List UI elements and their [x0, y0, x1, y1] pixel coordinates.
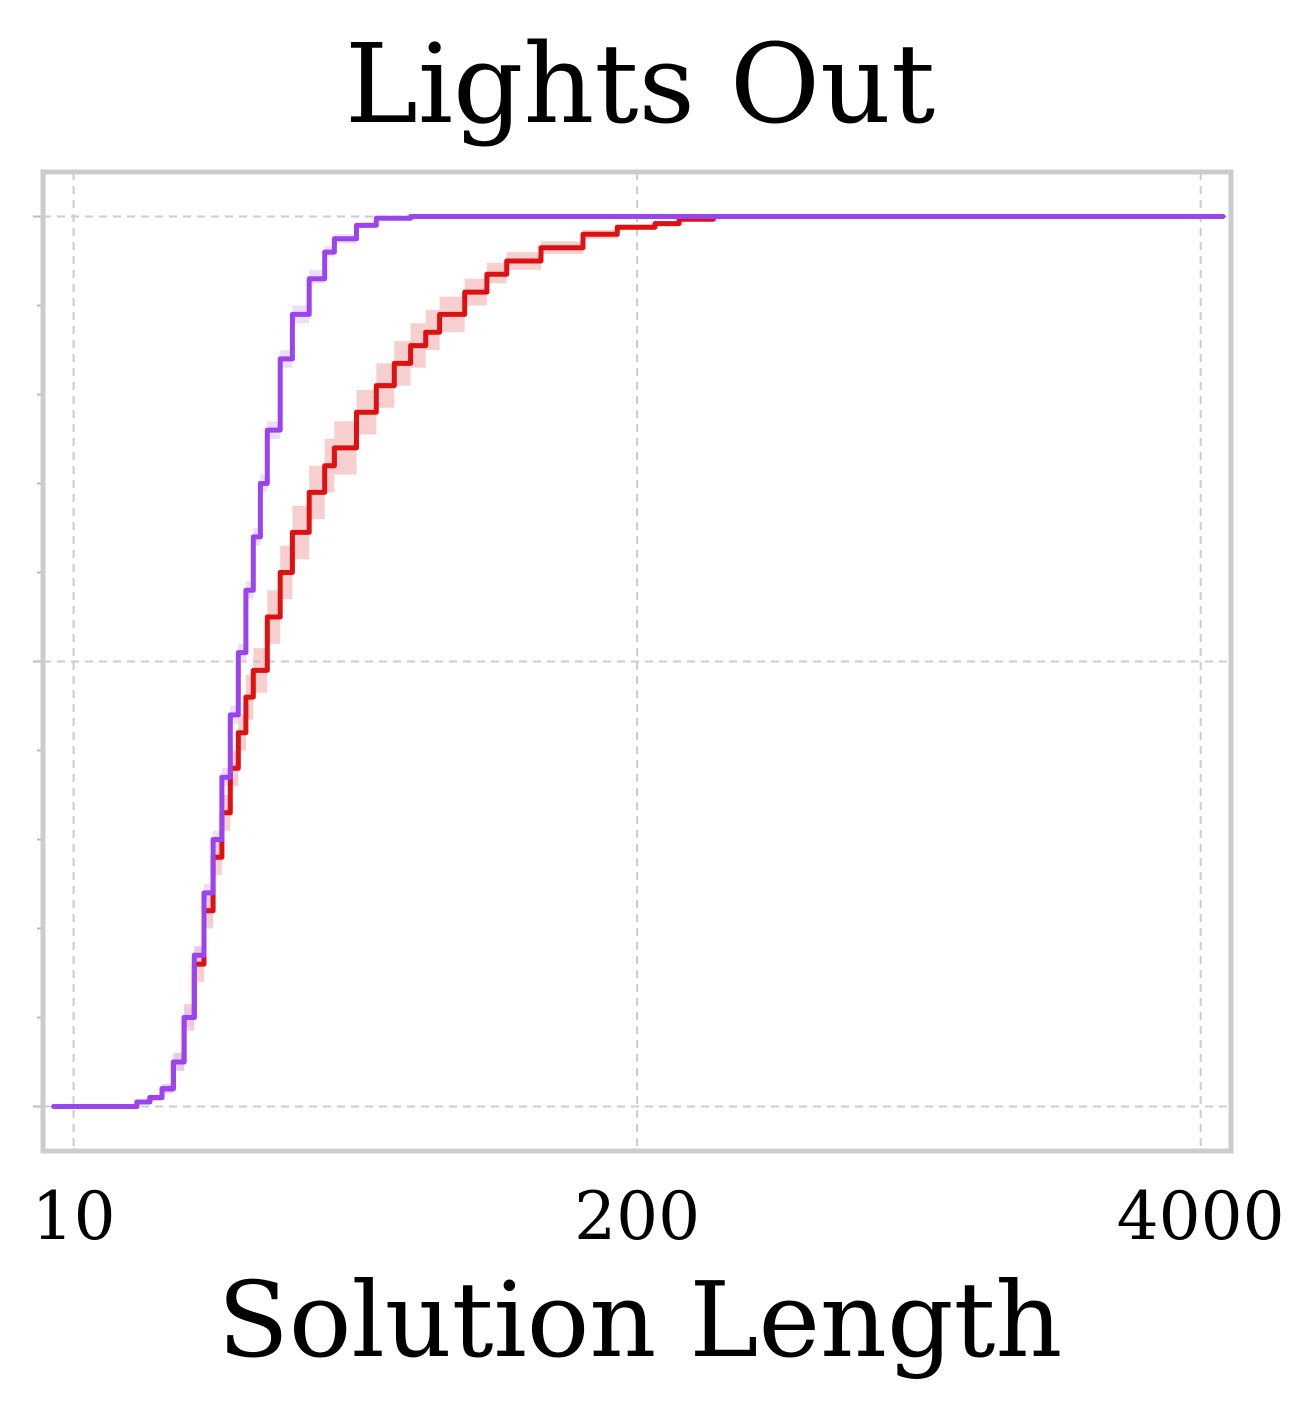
x-tick-label-2: 4000 [1117, 1178, 1285, 1255]
series-lines [51, 214, 1226, 1109]
x-tick-labels: 10 200 4000 [32, 1178, 1285, 1255]
x-tick-label-1: 200 [574, 1178, 700, 1255]
x-axis-label: Solution Length [218, 1259, 1063, 1381]
grid [43, 172, 1231, 1151]
confidence-bands [53, 216, 1223, 1107]
series-1-line [51, 214, 1226, 1109]
x-tick-label-0: 10 [32, 1178, 116, 1255]
plot-frame [40, 169, 1234, 1154]
series-0-band [53, 216, 1223, 1107]
chart-title: Lights Out [345, 20, 935, 148]
